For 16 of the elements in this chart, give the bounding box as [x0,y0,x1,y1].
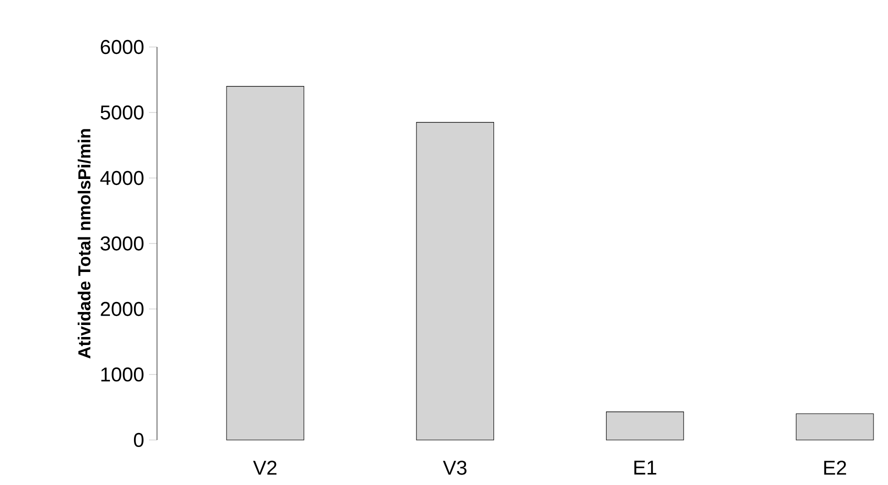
bar [796,414,874,440]
bar [416,122,494,440]
y-tick-label: 3000 [100,236,144,251]
y-tick-label: 4000 [100,170,144,186]
bar [226,86,304,440]
x-tick-label: V3 [442,460,466,475]
y-tick-label: 2000 [100,302,144,316]
y-tick-label: 6000 [100,40,144,54]
x-tick-label: E2 [824,460,846,475]
y-tick-label: 1000 [101,367,144,382]
x-tick-label: V2 [253,460,276,475]
y-axis-title: Atividade Total nmolsPi/min [78,129,91,358]
bar [606,412,684,440]
y-tick-label: 5000 [100,105,144,120]
y-tick-label: 0 [134,432,144,448]
x-tick-label: E1 [634,460,656,474]
